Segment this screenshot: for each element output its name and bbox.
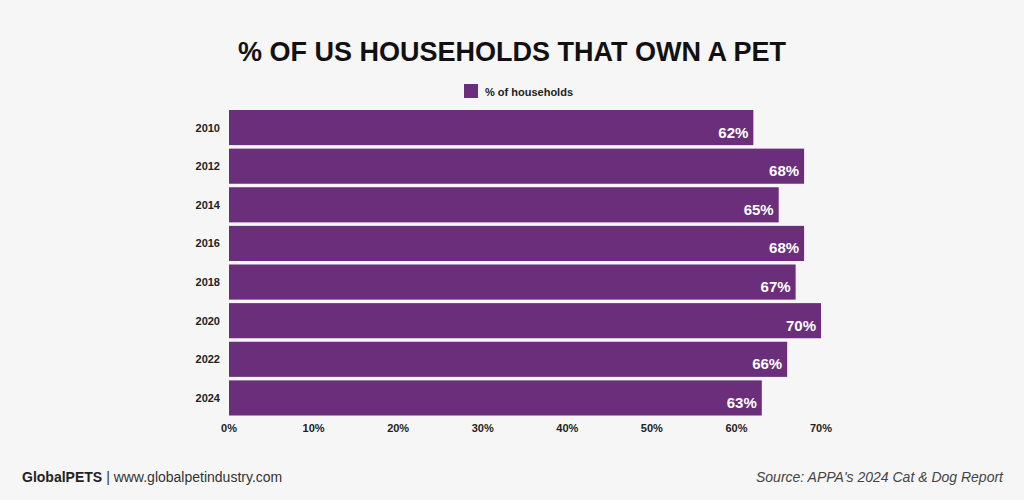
legend: % of households <box>464 84 573 98</box>
footer: GlobalPETS| www.globalpetindustry.com Sou… <box>22 469 1004 485</box>
brand: GlobalPETS <box>22 469 102 485</box>
tick: 60% <box>725 422 747 434</box>
data-label: 62% <box>718 124 748 141</box>
bar <box>229 187 779 222</box>
legend-label: % of households <box>485 86 573 98</box>
source: Source: APPA's 2024 Cat & Dog Report <box>756 469 1004 485</box>
category-label: 2020 <box>196 315 220 327</box>
legend-swatch <box>464 84 478 98</box>
bar <box>229 342 787 377</box>
website: | www.globalpetindustry.com <box>106 469 282 485</box>
data-labels: 62% 68% 65% 68% 67% 70% 66% 63% <box>718 124 816 411</box>
bar <box>229 303 821 338</box>
tick-label: 0% <box>221 422 237 434</box>
tick: 10% <box>303 422 325 434</box>
tick-label: 70% <box>810 422 832 434</box>
tick: 20% <box>387 422 409 434</box>
background <box>0 0 1024 500</box>
tick: 70% <box>810 422 832 434</box>
tick-label: 10% <box>303 422 325 434</box>
tick-label: 60% <box>725 422 747 434</box>
category-label: 2024 <box>196 392 221 404</box>
bar <box>229 110 753 145</box>
category-axis: 2010 2012 2014 2016 2018 2020 2022 2024 <box>196 122 221 404</box>
category-label: 2016 <box>196 237 220 249</box>
bars <box>229 110 821 416</box>
bar <box>229 226 804 261</box>
title: % OF US HOUSEHOLDS THAT OWN A PET <box>238 37 787 67</box>
data-label: 68% <box>769 239 799 256</box>
data-label: 70% <box>786 317 816 334</box>
category-label: 2022 <box>196 353 220 365</box>
tick-label: 40% <box>556 422 578 434</box>
category-label: 2018 <box>196 276 220 288</box>
data-label: 68% <box>769 162 799 179</box>
data-label: 65% <box>744 201 774 218</box>
category-label: 2014 <box>196 199 221 211</box>
bar <box>229 149 804 184</box>
bar <box>229 380 762 415</box>
data-label: 66% <box>752 355 782 372</box>
tick: 40% <box>556 422 578 434</box>
tick: 0% <box>221 422 237 434</box>
category-label: 2010 <box>196 122 220 134</box>
data-label: 63% <box>727 394 757 411</box>
tick-label: 20% <box>387 422 409 434</box>
bar <box>229 265 796 300</box>
category-label: 2012 <box>196 160 220 172</box>
tick: 50% <box>641 422 663 434</box>
footer-left: GlobalPETS| www.globalpetindustry.com <box>22 469 282 485</box>
tick-label: 30% <box>472 422 494 434</box>
tick: 30% <box>472 422 494 434</box>
chart: % OF US HOUSEHOLDS THAT OWN A PET % of ho… <box>0 0 1024 500</box>
value-axis: 0% 10% 20% 30% 40% 50% 60% 70% <box>221 422 832 434</box>
data-label: 67% <box>761 278 791 295</box>
tick-label: 50% <box>641 422 663 434</box>
